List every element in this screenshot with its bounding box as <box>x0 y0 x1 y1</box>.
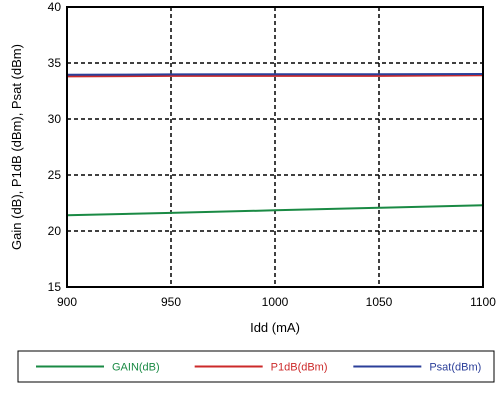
y-tick-label: 35 <box>48 56 62 70</box>
tick-layer: 900 950 1000 1050 1100 15 20 25 30 35 40 <box>48 0 497 309</box>
series-layer <box>66 73 484 217</box>
x-axis-label: Idd (mA) <box>250 320 300 335</box>
y-tick-label: 15 <box>48 280 62 294</box>
legend-label-3: Psat(dBm) <box>429 362 481 374</box>
grid-layer <box>67 7 483 287</box>
y-tick-label: 20 <box>48 224 62 238</box>
x-tick-label: 950 <box>161 295 181 309</box>
x-tick-label: 1050 <box>366 295 393 309</box>
series-line-1 <box>66 204 484 217</box>
x-tick-label: 900 <box>57 295 77 309</box>
legend: GAIN(dB) P1dB(dBm) Psat(dBm) <box>17 350 495 383</box>
series-line-2 <box>66 74 484 78</box>
series-line-3 <box>66 73 484 76</box>
legend-label-1: GAIN(dB) <box>112 362 160 374</box>
legend-label-2: P1dB(dBm) <box>271 362 328 374</box>
y-axis-label: Gain (dB), P1dB (dBm), Psat (dBm) <box>9 44 24 250</box>
y-tick-label: 30 <box>48 112 62 126</box>
y-tick-label: 40 <box>48 0 62 14</box>
y-tick-label: 25 <box>48 168 62 182</box>
plot-frame <box>66 6 484 288</box>
x-tick-label: 1000 <box>262 295 289 309</box>
x-tick-label: 1100 <box>470 295 496 309</box>
